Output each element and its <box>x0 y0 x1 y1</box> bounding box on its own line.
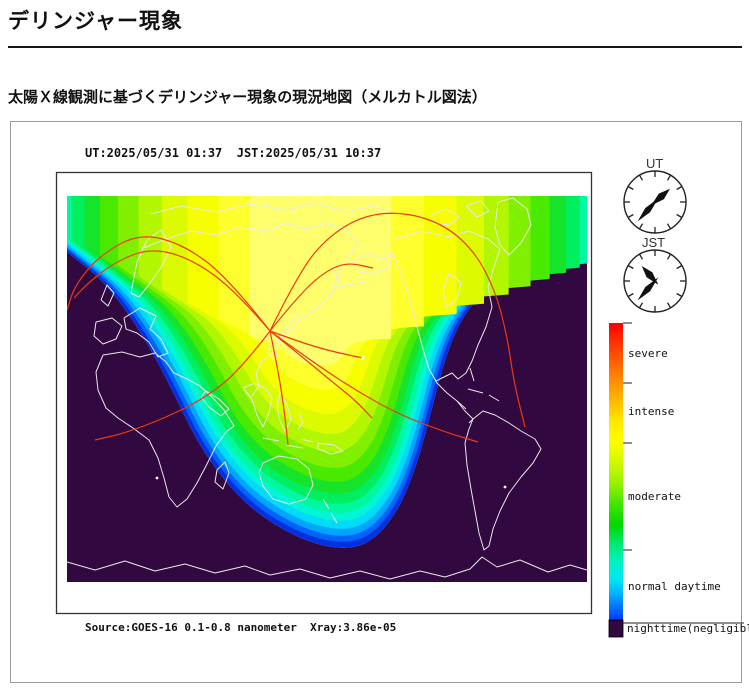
legend-label-severe: severe <box>628 347 668 360</box>
legend-label-intense: intense <box>628 405 675 418</box>
legend-label-normal-daytime: normal daytime <box>628 580 721 593</box>
figure-caption: 太陽Ｘ線観測に基づくデリンジャー現象の現況地図（メルカトル図法） <box>8 89 487 106</box>
source-label: Source:GOES-16 0.1-0.8 nanometer Xray:3.… <box>85 621 397 634</box>
legend-label-nighttime: nighttime(negligible) <box>627 622 749 635</box>
timestamp-label: UT:2025/05/31 01:37 JST:2025/05/31 10:37 <box>85 146 382 160</box>
ut-clock-label: UT <box>646 156 664 171</box>
jst-clock-label: JST <box>642 235 666 250</box>
page-title: デリンジャー現象 <box>8 10 183 33</box>
title-divider <box>8 46 742 48</box>
legend-label-moderate: moderate <box>628 490 681 503</box>
